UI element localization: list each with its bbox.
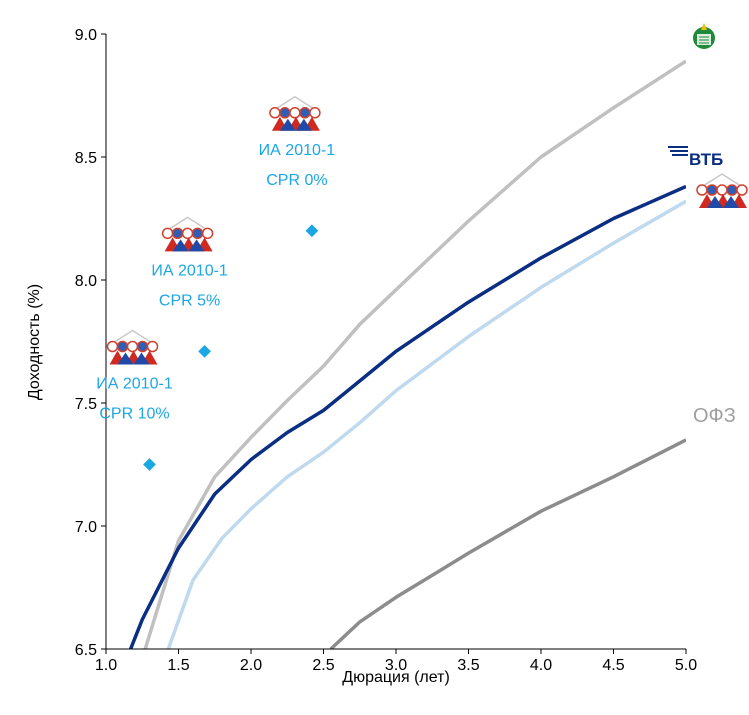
- y-tick-label: 7.5: [75, 396, 97, 413]
- y-tick-label: 8.5: [75, 150, 97, 167]
- aijk-logo-annotation: [161, 216, 214, 252]
- vtb-curve: [128, 184, 686, 649]
- y-tick-label: 7.0: [75, 519, 97, 536]
- point-label-line1: ИА 2010-1: [151, 262, 228, 279]
- curve-group: [128, 59, 686, 649]
- aijk-logo: [696, 173, 748, 208]
- data-points: [143, 224, 319, 471]
- x-tick-label: 2.5: [312, 657, 334, 674]
- x-axis-title: Дюрация (лет): [342, 669, 450, 686]
- y-tick-label: 6.5: [75, 642, 97, 659]
- ticks: 1.0 1.5 2.0 2.5 3.0 3.5 4.0 4.5 5.0 6.5 7.0 7.5 8.0 8…: [75, 27, 697, 674]
- x-tick-label: 4.5: [602, 657, 624, 674]
- rshb-curve: [143, 59, 686, 649]
- aijk-logo-mark: [696, 173, 748, 208]
- point-label-line1: ИА 2010-1: [96, 376, 173, 393]
- x-tick-label: 3.0: [385, 657, 407, 674]
- ia-2010-1-point: [198, 344, 211, 358]
- point-annotations: ИА 2010-1 CPR 10% ИА 2010-1 CPR 5% ИА 2010-1…: [96, 95, 336, 423]
- ofz-series-label: ОФЗ: [693, 405, 736, 427]
- x-tick-label: 3.5: [457, 657, 479, 674]
- point-label-line1: ИА 2010-1: [259, 142, 336, 159]
- vtb-logo-text: ВТБ: [689, 150, 723, 169]
- x-tick-label: 2.0: [240, 657, 262, 674]
- vtb-logo: ВТБ: [668, 146, 723, 169]
- x-tick-label: 4.0: [530, 657, 552, 674]
- ia-2010-1-point: [143, 458, 156, 471]
- y-tick-label: 9.0: [75, 27, 97, 44]
- x-tick-label: 5.0: [675, 657, 697, 674]
- y-axis-title: Доходность (%): [26, 284, 43, 400]
- y-tick-label: 8.0: [75, 273, 97, 290]
- aijk-logo-annotation: [269, 95, 321, 131]
- point-label-line2: CPR 0%: [266, 172, 327, 189]
- x-tick-label: 1.0: [95, 657, 117, 674]
- point-label-line2: CPR 10%: [99, 406, 169, 423]
- x-tick-label: 1.5: [167, 657, 189, 674]
- ofz-curve: [329, 438, 686, 649]
- rshb-logo: [693, 23, 715, 49]
- point-label-line2: CPR 5%: [159, 292, 220, 309]
- aijk-logo-annotation: [106, 329, 159, 365]
- ia-2010-1-point: [305, 224, 319, 238]
- axes: [105, 34, 686, 650]
- aijk-curve: [166, 199, 686, 649]
